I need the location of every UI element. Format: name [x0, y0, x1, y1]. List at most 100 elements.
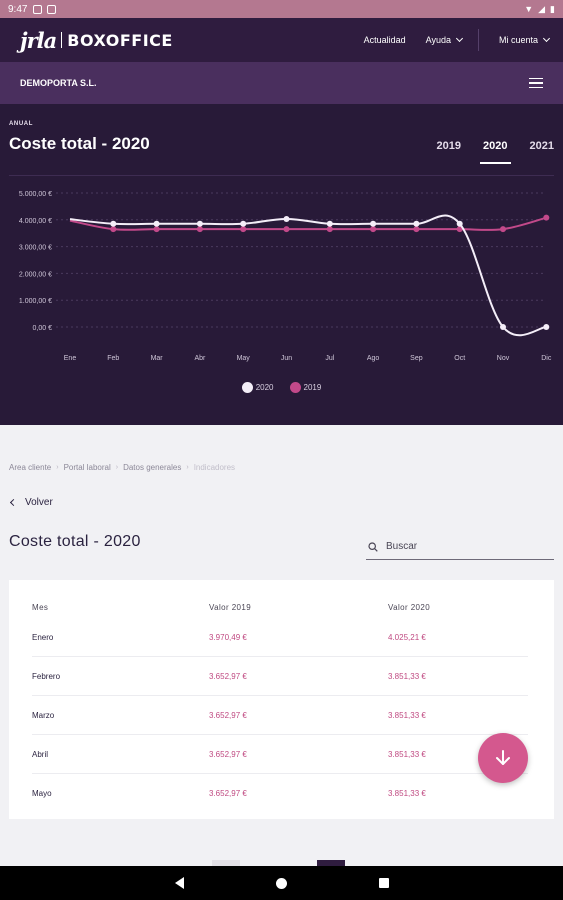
wifi-icon: ▼	[524, 4, 534, 14]
cell-mes: Enero	[32, 633, 54, 642]
search-input[interactable]	[386, 541, 546, 552]
data-point-2019	[370, 226, 377, 233]
data-point-2020	[370, 220, 377, 227]
data-point-2019	[283, 226, 290, 233]
breadcrumb-indicadores: Indicadores	[193, 463, 236, 472]
cell-valor-2020: 3.851,33 €	[388, 672, 426, 681]
x-tick-label: Nov	[497, 355, 510, 362]
tab-year-2019[interactable]: 2019	[436, 140, 462, 152]
chevron-left-icon	[9, 498, 18, 507]
logo-product: BOXOFFICE	[67, 30, 173, 50]
system-nav-bar	[0, 866, 563, 900]
cell-valor-2019: 3.652,97 €	[209, 750, 247, 759]
year-tabs: 2019 2020 2021	[415, 140, 554, 164]
logo-brand: jrla	[20, 27, 57, 53]
nav-links: Actualidad Ayuda Mi cuenta	[344, 29, 551, 51]
app-logo[interactable]: jrla BOXOFFICE	[20, 28, 173, 53]
recent-apps-icon[interactable]	[378, 878, 389, 888]
data-point-2019	[153, 226, 160, 233]
status-time: 9:47	[8, 3, 28, 15]
legend-item-2019[interactable]: 2019	[289, 382, 321, 393]
logo-separator	[61, 32, 63, 48]
x-tick-label: Sep	[410, 355, 423, 362]
download-button[interactable]	[478, 733, 528, 783]
chevron-down-icon	[542, 34, 551, 43]
tab-year-2020[interactable]: 2020	[479, 140, 512, 164]
chart-divider	[9, 175, 554, 176]
search-box	[366, 534, 554, 560]
scroll-indicator	[212, 860, 240, 866]
table-row: Enero 3.970,49 € 4.025,21 €	[32, 618, 528, 657]
data-point-2019	[413, 226, 420, 233]
breadcrumb-datos-generales[interactable]: Datos generales	[123, 463, 182, 472]
data-point-2019	[196, 226, 203, 233]
company-bar: DEMOPORTA S.L.	[0, 62, 563, 104]
notification-icon	[33, 4, 43, 14]
cell-valor-2020: 3.851,33 €	[388, 750, 426, 759]
battery-icon: ▮	[550, 3, 555, 14]
nav-link-ayuda[interactable]: Ayuda	[426, 34, 464, 45]
cell-valor-2019: 3.652,97 €	[209, 789, 247, 798]
breadcrumb-area-cliente[interactable]: Area cliente	[9, 463, 52, 472]
data-table: Mes Valor 2019 Valor 2020 Enero 3.970,49…	[9, 580, 554, 819]
chevron-right-icon: ›	[56, 464, 59, 471]
back-button[interactable]: Volver	[9, 497, 53, 508]
legend-dot-icon	[241, 382, 253, 393]
signal-icon: ◢	[538, 3, 546, 14]
nav-link-actualidad[interactable]: Actualidad	[363, 35, 406, 45]
data-point-2020	[500, 324, 506, 330]
cell-valor-2020: 3.851,33 €	[388, 789, 426, 798]
y-tick-label: 1.000,00 €	[19, 298, 52, 305]
data-point-2020	[413, 220, 420, 227]
chart-title: Coste total - 2020	[9, 134, 150, 153]
chart-legend: 2020 2019	[0, 382, 563, 393]
y-tick-label: 4.000,00 €	[19, 218, 52, 225]
data-point-2019	[240, 226, 247, 233]
cell-valor-2020: 3.851,33 €	[388, 711, 426, 720]
nav-link-mi-cuenta[interactable]: Mi cuenta	[499, 34, 551, 45]
chevron-right-icon: ›	[115, 464, 119, 471]
breadcrumb-portal-laboral[interactable]: Portal laboral	[63, 463, 111, 472]
cell-mes: Mayo	[32, 789, 52, 798]
data-point-2019	[326, 226, 333, 233]
search-icon	[368, 541, 378, 552]
column-header-valor-2020: Valor 2020	[388, 603, 431, 612]
data-point-2019	[110, 226, 117, 233]
page-title: Coste total - 2020	[9, 533, 141, 550]
chevron-right-icon: ›	[186, 464, 189, 471]
table-row: Febrero 3.652,97 € 3.851,33 €	[32, 657, 528, 696]
x-tick-label: Jun	[281, 355, 292, 362]
data-point-2020	[283, 215, 290, 222]
cell-mes: Marzo	[32, 711, 55, 720]
legend-item-2020[interactable]: 2020	[241, 382, 274, 393]
data-point-2020	[153, 220, 160, 227]
data-point-2019	[543, 214, 550, 221]
chart-panel: ANUAL Coste total - 2020 2019 2020 2021 …	[0, 104, 563, 425]
arrow-down-icon	[496, 750, 510, 765]
nav-divider	[477, 29, 479, 51]
x-tick-label: Dic	[541, 355, 552, 362]
tab-year-2021[interactable]: 2021	[529, 140, 554, 152]
x-tick-label: Ago	[367, 355, 380, 362]
menu-icon[interactable]	[529, 77, 543, 89]
line-chart: 0,00 € 1.000,00 € 2.000,00 € 3.000,00 € 4.00…	[19, 191, 552, 362]
data-point-2020	[110, 220, 117, 227]
back-label: Volver	[25, 497, 53, 508]
sd-card-icon	[47, 4, 57, 14]
chart-eyebrow: ANUAL	[9, 121, 33, 127]
cell-valor-2019: 3.652,97 €	[209, 672, 247, 681]
column-header-valor-2019: Valor 2019	[209, 603, 252, 612]
column-header-mes: Mes	[32, 603, 49, 612]
company-name: DEMOPORTA S.L.	[20, 78, 97, 88]
breadcrumb: Area cliente › Portal laboral › Datos ge…	[9, 463, 240, 472]
scroll-indicator-active	[317, 860, 345, 866]
x-tick-label: Feb	[107, 355, 119, 362]
data-point-2019	[456, 226, 463, 233]
x-tick-label: Ene	[64, 355, 77, 362]
y-tick-label: 3.000,00 €	[19, 245, 52, 252]
data-point-2020	[456, 220, 463, 227]
back-triangle-icon[interactable]	[174, 877, 184, 889]
x-tick-label: Abr	[194, 355, 206, 362]
home-circle-icon[interactable]	[275, 877, 287, 889]
cell-valor-2020: 4.025,21 €	[388, 633, 426, 642]
